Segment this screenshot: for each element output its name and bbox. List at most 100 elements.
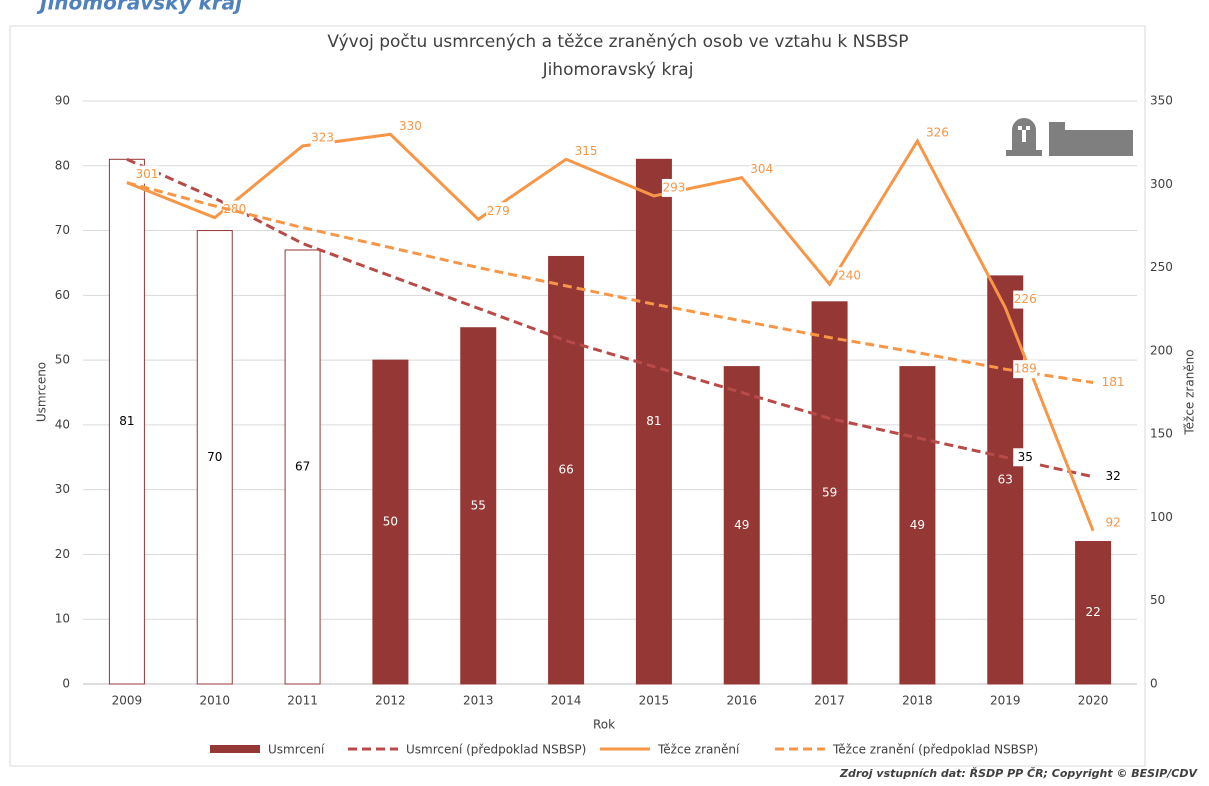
- bar: [811, 301, 848, 685]
- line-value-label: 293: [662, 180, 685, 194]
- chart-title: Vývoj počtu usmrcených a těžce zraněných…: [327, 32, 908, 52]
- y-tick-label: 10: [55, 612, 70, 626]
- bar-value-label: 67: [295, 459, 310, 473]
- legend-label: Usmrcení: [268, 743, 325, 757]
- y2-tick-label: 300: [1150, 177, 1173, 191]
- label-background: [661, 178, 686, 197]
- x-tick-label: 2014: [551, 694, 582, 708]
- line-value-label: 32: [1105, 469, 1120, 483]
- y2-tick-label: 50: [1150, 593, 1165, 607]
- line-value-label: 92: [1105, 515, 1120, 529]
- x-tick-label: 2016: [726, 694, 757, 708]
- y2-tick-label: 200: [1150, 343, 1173, 357]
- label-background: [837, 267, 862, 286]
- label-background: [574, 142, 599, 161]
- bar-value-label: 50: [383, 515, 398, 529]
- hospital-icon: [1049, 122, 1065, 156]
- label-background: [398, 117, 423, 136]
- bar: [548, 255, 585, 685]
- bar-value-label: 59: [822, 485, 837, 499]
- y-tick-label: 60: [55, 288, 70, 302]
- x-tick-label: 2013: [463, 694, 494, 708]
- label-background: [310, 128, 335, 147]
- source-note: Zdroj vstupních dat: ŘSDP PP ČR; Copyrig…: [839, 766, 1199, 780]
- legend-label: Těžce zranění (předpoklad NSBSP): [832, 743, 1038, 757]
- label-background: [1101, 513, 1126, 532]
- bar: [108, 158, 145, 685]
- line: [126, 157, 1094, 479]
- bar-value-label: 49: [734, 518, 749, 532]
- line-value-label: 304: [750, 162, 773, 176]
- bar: [899, 366, 936, 685]
- line-value-label: 301: [135, 167, 158, 181]
- bar: [284, 249, 321, 685]
- line: [126, 181, 1094, 384]
- x-tick-label: 2017: [814, 694, 845, 708]
- grave-base: [1006, 150, 1042, 156]
- bar-value-label: 66: [558, 463, 573, 477]
- x-tick-label: 2019: [990, 694, 1021, 708]
- label-background: [925, 123, 950, 142]
- y-tick-label: 70: [55, 223, 70, 237]
- label-background: [134, 165, 159, 184]
- line-value-label: 35: [1018, 450, 1033, 464]
- y-tick-label: 80: [55, 158, 70, 172]
- bar: [987, 275, 1024, 685]
- y2-tick-label: 150: [1150, 427, 1173, 441]
- y2-tick-label: 250: [1150, 260, 1173, 274]
- line-value-label: 240: [838, 269, 861, 283]
- x-tick-label: 2020: [1078, 694, 1109, 708]
- y2-tick-label: 0: [1150, 677, 1158, 691]
- bar: [196, 230, 233, 685]
- label-background: [1013, 290, 1038, 309]
- line-value-label: 226: [1014, 292, 1037, 306]
- x-tick-label: 2009: [112, 694, 143, 708]
- line: [126, 132, 1095, 532]
- bar: [723, 366, 760, 685]
- line-value-label: 330: [399, 119, 422, 133]
- line-value-label: 323: [311, 130, 334, 144]
- x-tick-label: 2010: [199, 694, 230, 708]
- y2-tick-label: 100: [1150, 510, 1173, 524]
- label-background: [1101, 467, 1126, 486]
- line-value-label: 279: [487, 204, 510, 218]
- chart-subtitle: Jihomoravský kraj: [542, 60, 694, 80]
- label-background: [1013, 448, 1038, 467]
- y-axis-title: Usmrceno: [35, 362, 49, 422]
- icons: [1006, 118, 1133, 156]
- y2-tick-label: 350: [1150, 94, 1173, 108]
- y-tick-label: 20: [55, 547, 70, 561]
- line-value-label: 189: [1014, 362, 1037, 376]
- label-background: [1013, 360, 1038, 379]
- bar-value-label: 49: [910, 518, 925, 532]
- line-value-label: 181: [1102, 375, 1125, 389]
- x-tick-label: 2015: [639, 694, 670, 708]
- label-background: [749, 160, 774, 179]
- label-background: [222, 200, 247, 219]
- bar-value-label: 70: [207, 450, 222, 464]
- chart-frame: [9, 25, 1146, 767]
- label-background: [1101, 373, 1126, 392]
- x-axis-title: Rok: [593, 718, 615, 732]
- hospital-wing: [1065, 130, 1133, 156]
- bar-value-label: 81: [646, 414, 661, 428]
- line-value-label: 326: [926, 125, 949, 139]
- bar: [460, 327, 497, 685]
- y-tick-label: 50: [55, 353, 70, 367]
- x-tick-label: 2018: [902, 694, 933, 708]
- legend-swatch: [210, 745, 260, 753]
- bar: [372, 359, 409, 685]
- y-tick-label: 30: [55, 482, 70, 496]
- bar-value-label: 22: [1085, 605, 1100, 619]
- legend-label: Těžce zranění: [657, 743, 740, 757]
- bar-value-label: 81: [119, 414, 134, 428]
- y-tick-label: 90: [55, 94, 70, 108]
- x-tick-label: 2011: [287, 694, 318, 708]
- cross: [1018, 126, 1030, 142]
- line-value-label: 315: [575, 144, 598, 158]
- bar-value-label: 63: [998, 472, 1013, 486]
- heading: Jihomoravský kraj: [36, 0, 243, 15]
- y-tick-label: 40: [55, 417, 70, 431]
- legend-label: Usmrcení (předpoklad NSBSP): [406, 743, 586, 757]
